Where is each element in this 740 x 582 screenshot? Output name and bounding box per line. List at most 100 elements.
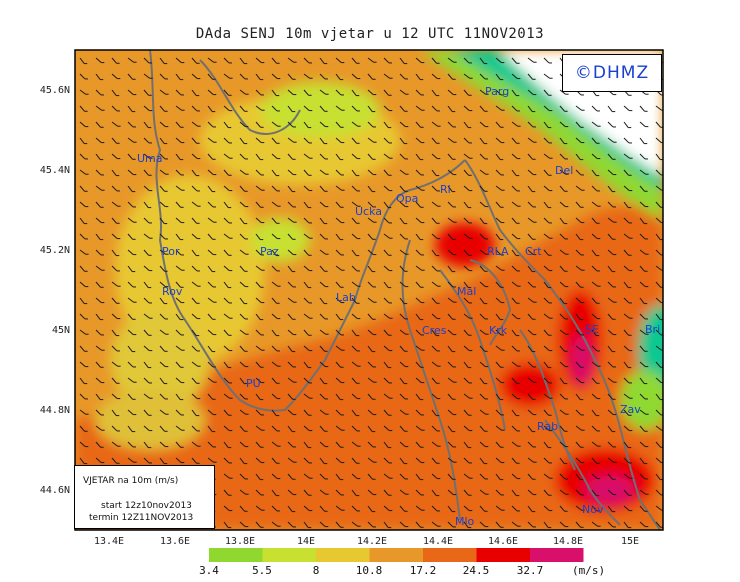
wind-arrow	[239, 377, 245, 384]
wind-arrow	[271, 185, 278, 192]
wind-arrow	[95, 185, 102, 191]
wind-arrow	[591, 153, 598, 159]
wind-arrow	[495, 377, 502, 383]
wind-arrow	[223, 441, 229, 448]
wind-arrow	[559, 425, 565, 432]
wind-arrow	[383, 249, 389, 256]
wind-arrow	[319, 137, 325, 144]
wind-arrow	[111, 73, 118, 79]
wind-arrow	[447, 393, 453, 400]
wind-arrow	[511, 137, 517, 144]
wind-arrow	[255, 121, 261, 128]
wind-arrow	[431, 521, 438, 527]
wind-arrow	[367, 153, 373, 160]
wind-arrow	[351, 249, 357, 256]
wind-arrow	[319, 233, 326, 240]
wind-arrow	[527, 265, 533, 272]
wind-arrow	[79, 393, 86, 400]
wind-arrow	[479, 73, 486, 80]
zone-magenta-south	[586, 476, 634, 504]
wind-arrow	[495, 489, 502, 496]
wind-arrow	[351, 393, 358, 399]
wind-arrow	[239, 201, 246, 207]
wind-arrow	[95, 409, 102, 416]
wind-arrow	[255, 377, 262, 383]
wind-arrow	[575, 185, 582, 191]
wind-arrow	[319, 297, 325, 304]
logo-box: ©DHMZ	[562, 54, 662, 92]
wind-arrow	[367, 185, 373, 192]
wind-arrow	[495, 505, 502, 511]
wind-arrow	[191, 217, 197, 224]
wind-arrow	[543, 281, 549, 288]
wind-arrow	[479, 121, 486, 127]
wind-arrow	[191, 361, 198, 367]
wind-arrow	[111, 169, 117, 176]
wind-arrow	[143, 137, 150, 144]
wind-arrow	[655, 105, 662, 111]
wind-arrow	[463, 281, 469, 288]
wind-arrow	[175, 169, 182, 176]
wind-arrow	[543, 265, 550, 271]
wind-arrow	[591, 361, 598, 367]
wind-arrow	[383, 409, 389, 416]
wind-arrow	[335, 137, 342, 143]
wind-arrow	[351, 233, 358, 239]
wind-arrow	[383, 329, 389, 336]
wind-arrow	[495, 121, 501, 128]
wind-arrow	[399, 121, 406, 127]
wind-arrow	[447, 345, 453, 352]
wind-arrow	[559, 281, 566, 287]
wind-arrow	[127, 121, 134, 128]
wind-arrow	[447, 73, 453, 80]
wind-arrow	[191, 201, 198, 207]
wind-arrow	[591, 185, 598, 192]
wind-arrow	[271, 265, 278, 272]
wind-arrow	[335, 169, 342, 176]
wind-arrow	[591, 313, 598, 319]
wind-arrow	[191, 393, 198, 399]
wind-arrow	[527, 473, 533, 480]
colorbar-swatch	[209, 548, 263, 562]
wind-arrow	[159, 169, 166, 175]
wind-arrow	[431, 297, 437, 304]
wind-arrow	[463, 473, 470, 479]
wind-arrow	[271, 89, 277, 96]
wind-arrow	[351, 169, 357, 176]
wind-arrow	[175, 377, 182, 383]
wind-arrow	[271, 217, 277, 224]
wind-arrow	[431, 313, 438, 319]
wind-arrow	[511, 89, 517, 96]
wind-arrow	[223, 249, 229, 256]
wind-arrow	[159, 297, 165, 304]
wind-arrow	[79, 329, 86, 335]
wind-arrow	[607, 409, 614, 415]
wind-arrow	[239, 361, 246, 367]
wind-arrow	[415, 73, 421, 80]
wind-arrow	[191, 89, 197, 96]
wind-arrow	[431, 441, 438, 447]
wind-arrow	[399, 489, 406, 495]
wind-arrow	[271, 281, 278, 287]
wind-arrow	[639, 361, 646, 367]
wind-arrow	[655, 489, 662, 496]
legend-box: VJETAR na 10m (m/s) start 12z10nov2013 t…	[74, 465, 215, 529]
wind-arrow	[463, 249, 469, 256]
wind-arrow	[639, 169, 646, 175]
wind-arrow	[511, 441, 518, 447]
wind-arrow	[655, 121, 661, 128]
wind-arrow	[655, 249, 662, 256]
wind-arrow	[351, 425, 358, 432]
wind-arrow	[399, 329, 406, 335]
wind-arrow	[575, 233, 581, 240]
wind-arrow	[367, 345, 373, 352]
wind-arrow	[335, 521, 341, 528]
wind-arrow	[319, 473, 326, 480]
wind-arrow	[559, 505, 565, 512]
wind-arrow	[479, 393, 486, 400]
wind-arrow	[479, 473, 486, 480]
wind-arrow	[431, 233, 438, 239]
wind-arrow	[655, 297, 662, 303]
wind-arrow	[335, 425, 342, 431]
wind-arrow	[495, 169, 502, 176]
